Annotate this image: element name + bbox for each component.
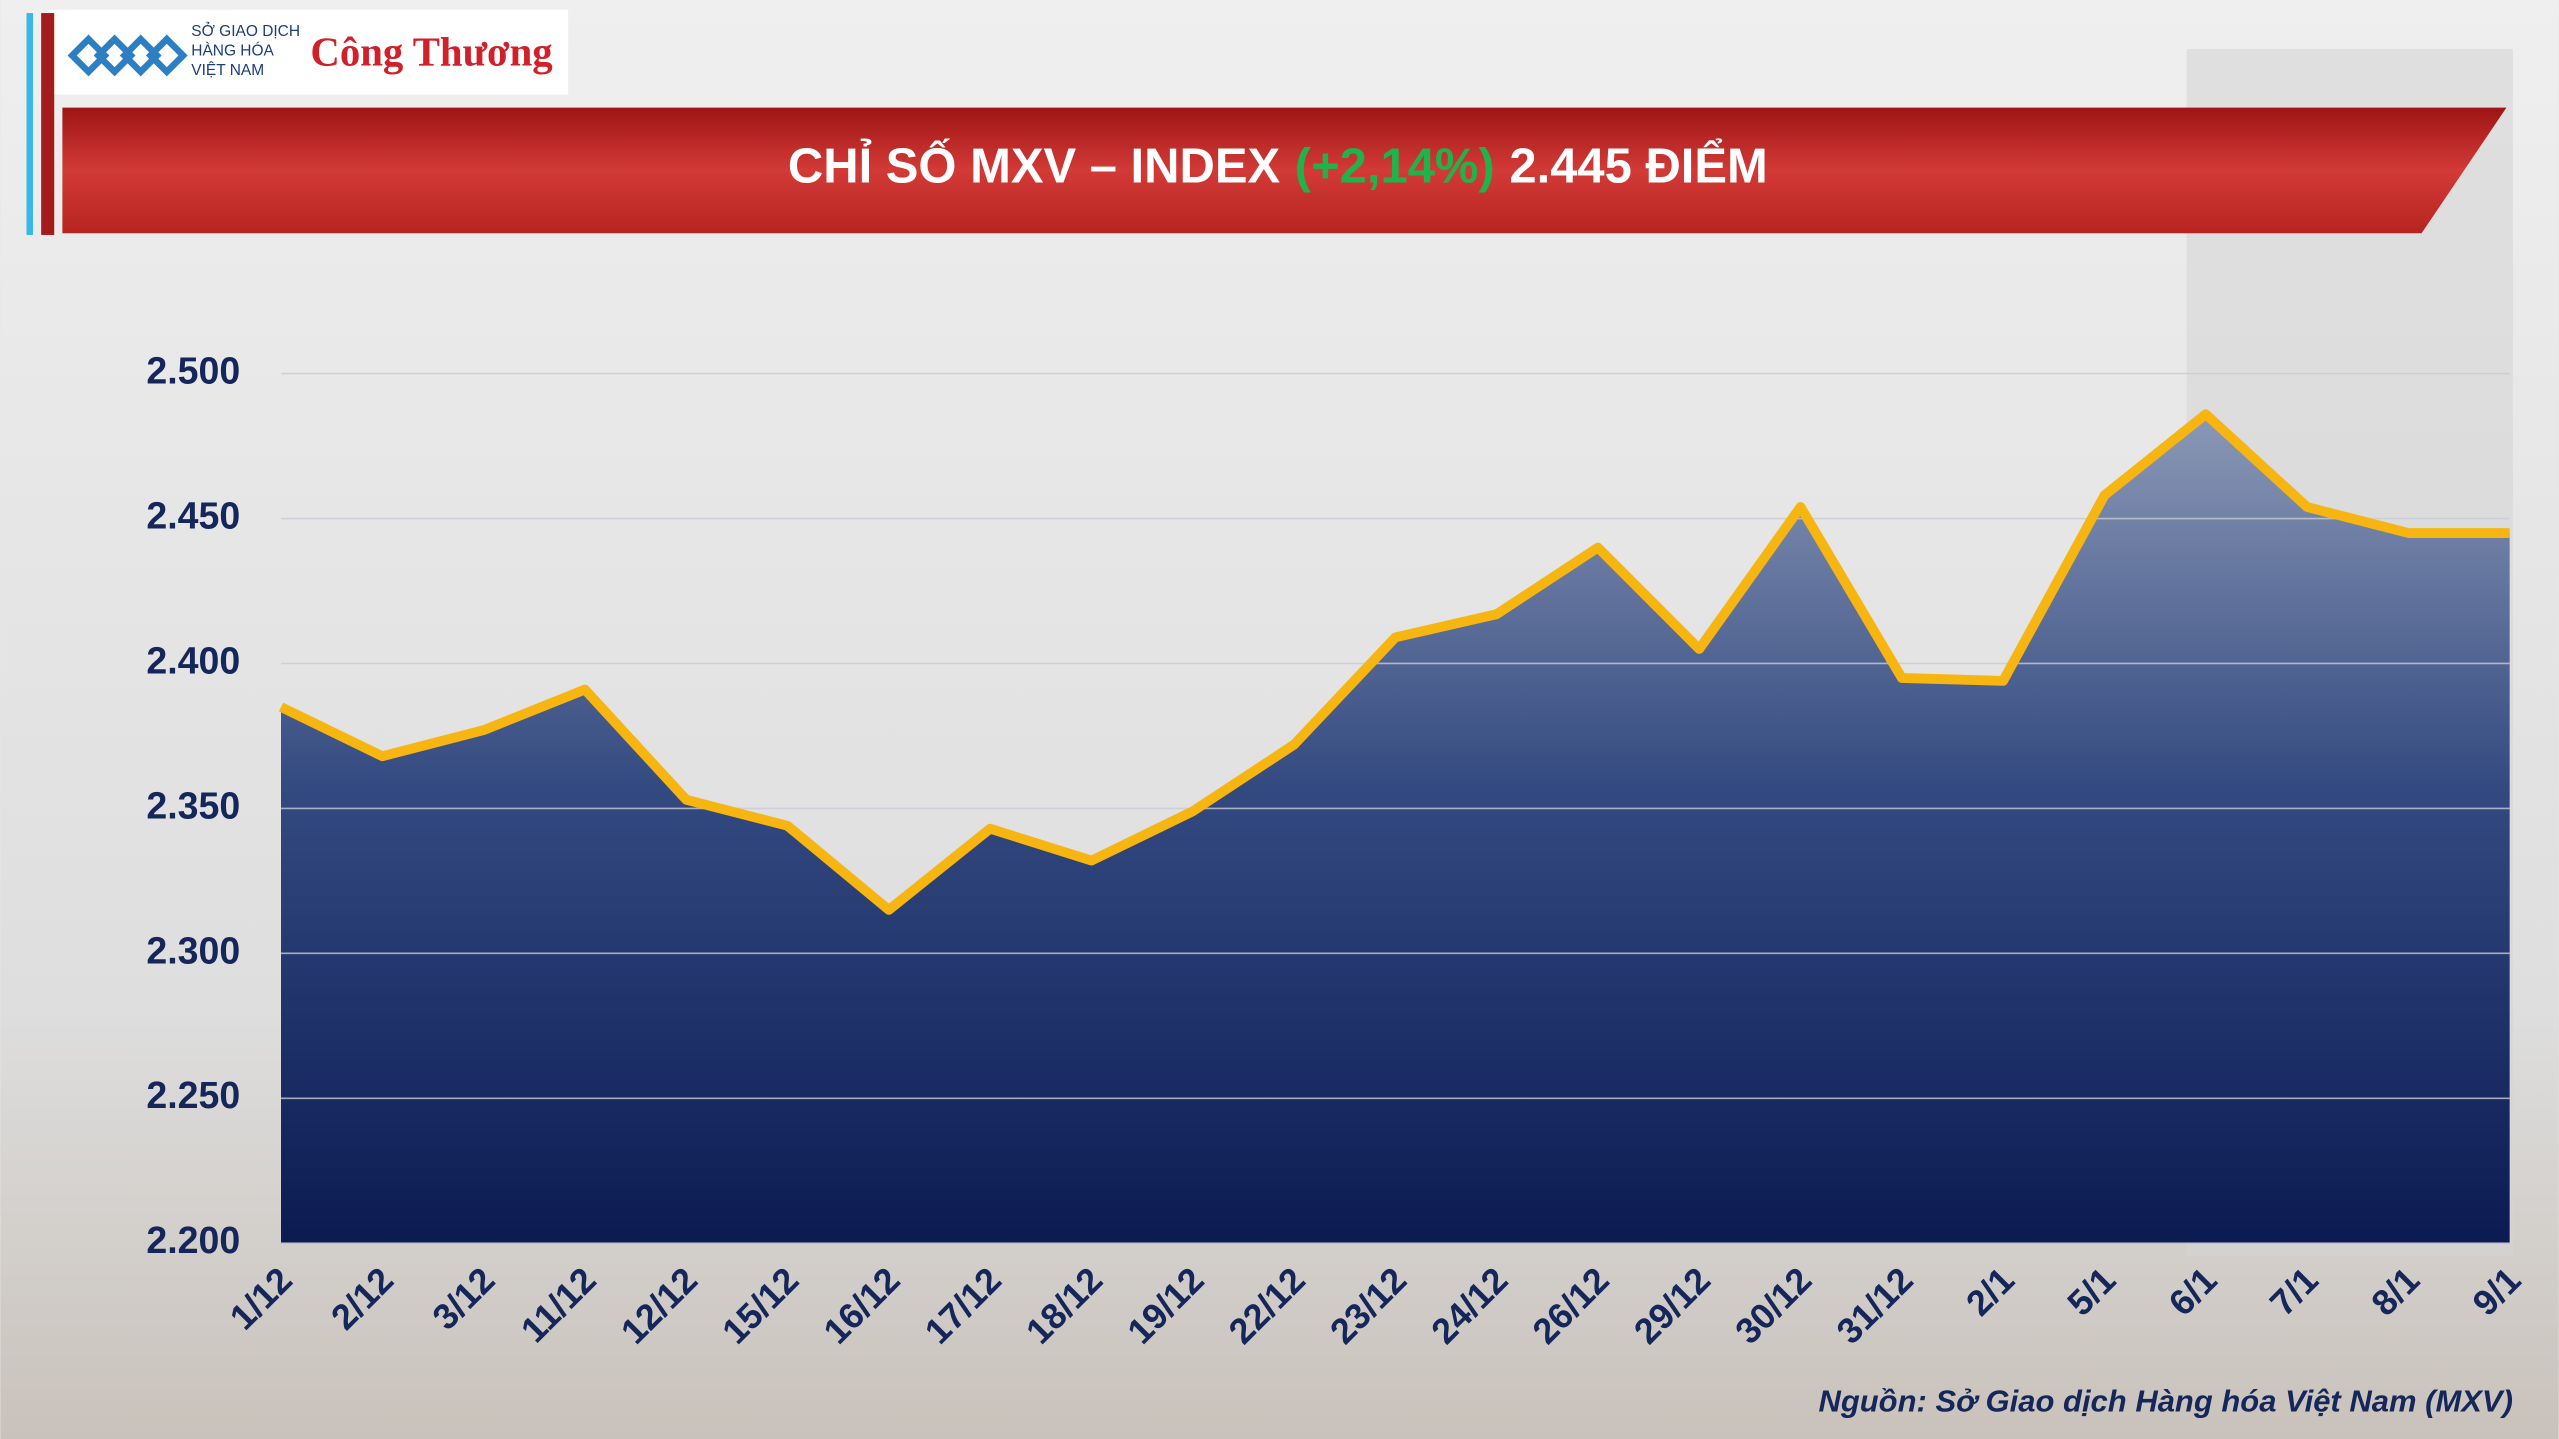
logo-box	[49, 9, 569, 95]
area	[281, 414, 2510, 1244]
title-banner	[62, 107, 2507, 234]
y-tick-label: 2.500	[146, 350, 240, 392]
logo-text: HÀNG HÓA	[191, 42, 274, 59]
source: Nguồn: Sở Giao dịch Hàng hóa Việt Nam (M…	[1818, 1383, 2512, 1418]
logo-text: VIỆT NAM	[191, 62, 264, 79]
title-part: (+2,14%)	[1295, 140, 1495, 194]
logo-text: SỞ GIAO DỊCH	[191, 22, 300, 40]
y-tick-label: 2.450	[146, 494, 240, 536]
y-tick-label: 2.200	[146, 1219, 240, 1261]
line	[278, 409, 2510, 915]
y-tick-label: 2.250	[146, 1074, 240, 1116]
accent	[41, 13, 55, 235]
y-tick-label: 2.350	[146, 784, 240, 826]
accent	[26, 13, 34, 235]
title-part: 2.445 ĐIỂM	[1509, 140, 1767, 194]
title-part: CHỈ SỐ MXV – INDEX	[788, 139, 1281, 194]
y-tick-label: 2.300	[146, 929, 240, 971]
brand: Công Thương	[310, 29, 552, 74]
y-tick-label: 2.400	[146, 639, 240, 681]
chart-title: CHỈ SỐ MXV – INDEX (+2,14%) 2.445 ĐIỂM	[788, 139, 1768, 194]
logo-icon	[67, 34, 188, 77]
